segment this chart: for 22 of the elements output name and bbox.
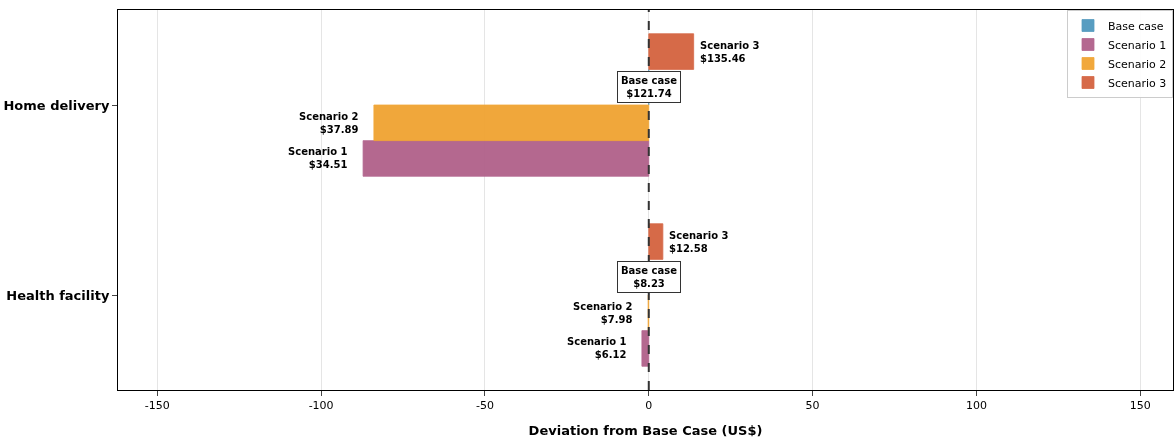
x-tick-label: 100 [965,399,987,413]
x-tick-label: -150 [144,399,170,413]
x-tick-label: 0 [645,399,653,413]
y-tick-label: Health facility [6,287,110,303]
data-label: Scenario 1 $6.12 [567,336,627,360]
x-tick-label: 50 [805,399,820,413]
data-label: Scenario 1 $34.51 [288,146,348,170]
data-label: Scenario 2 $7.98 [573,301,633,325]
legend-label: Scenario 1 [1108,38,1167,52]
legend-label: Base case [1108,19,1164,33]
legend-label: Scenario 3 [1108,76,1167,90]
x-tick-label: 150 [1129,399,1151,413]
data-label: Base case $8.23 [621,265,678,289]
data-label: Scenario 2 $37.89 [299,111,359,135]
x-axis-title: Deviation from Base Case (US$) [528,423,763,438]
data-label: Scenario 3 $135.46 [700,40,760,64]
data-label: Scenario 3 $12.58 [669,230,729,254]
y-tick-label: Home delivery [3,97,110,113]
x-tick-label: -100 [308,399,334,413]
x-tick-label: -50 [475,399,494,413]
legend-label: Scenario 2 [1108,57,1167,71]
data-label: Base case $121.74 [621,75,678,99]
